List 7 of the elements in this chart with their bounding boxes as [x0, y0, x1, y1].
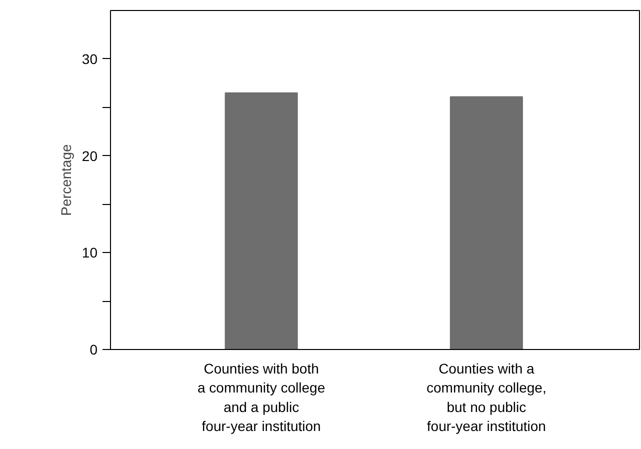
- x-tick-label: Counties with a community college, but no public four-year institution: [426, 360, 546, 434]
- x-tick-label: Counties with both a community college and a public four-year institution: [198, 360, 326, 434]
- y-tick-label: 20: [82, 148, 98, 164]
- y-tick-label: 0: [90, 342, 98, 358]
- y-tick-label: 10: [82, 244, 98, 261]
- y-tick-label: 30: [82, 50, 98, 67]
- y-axis-title: Percentage: [58, 144, 74, 216]
